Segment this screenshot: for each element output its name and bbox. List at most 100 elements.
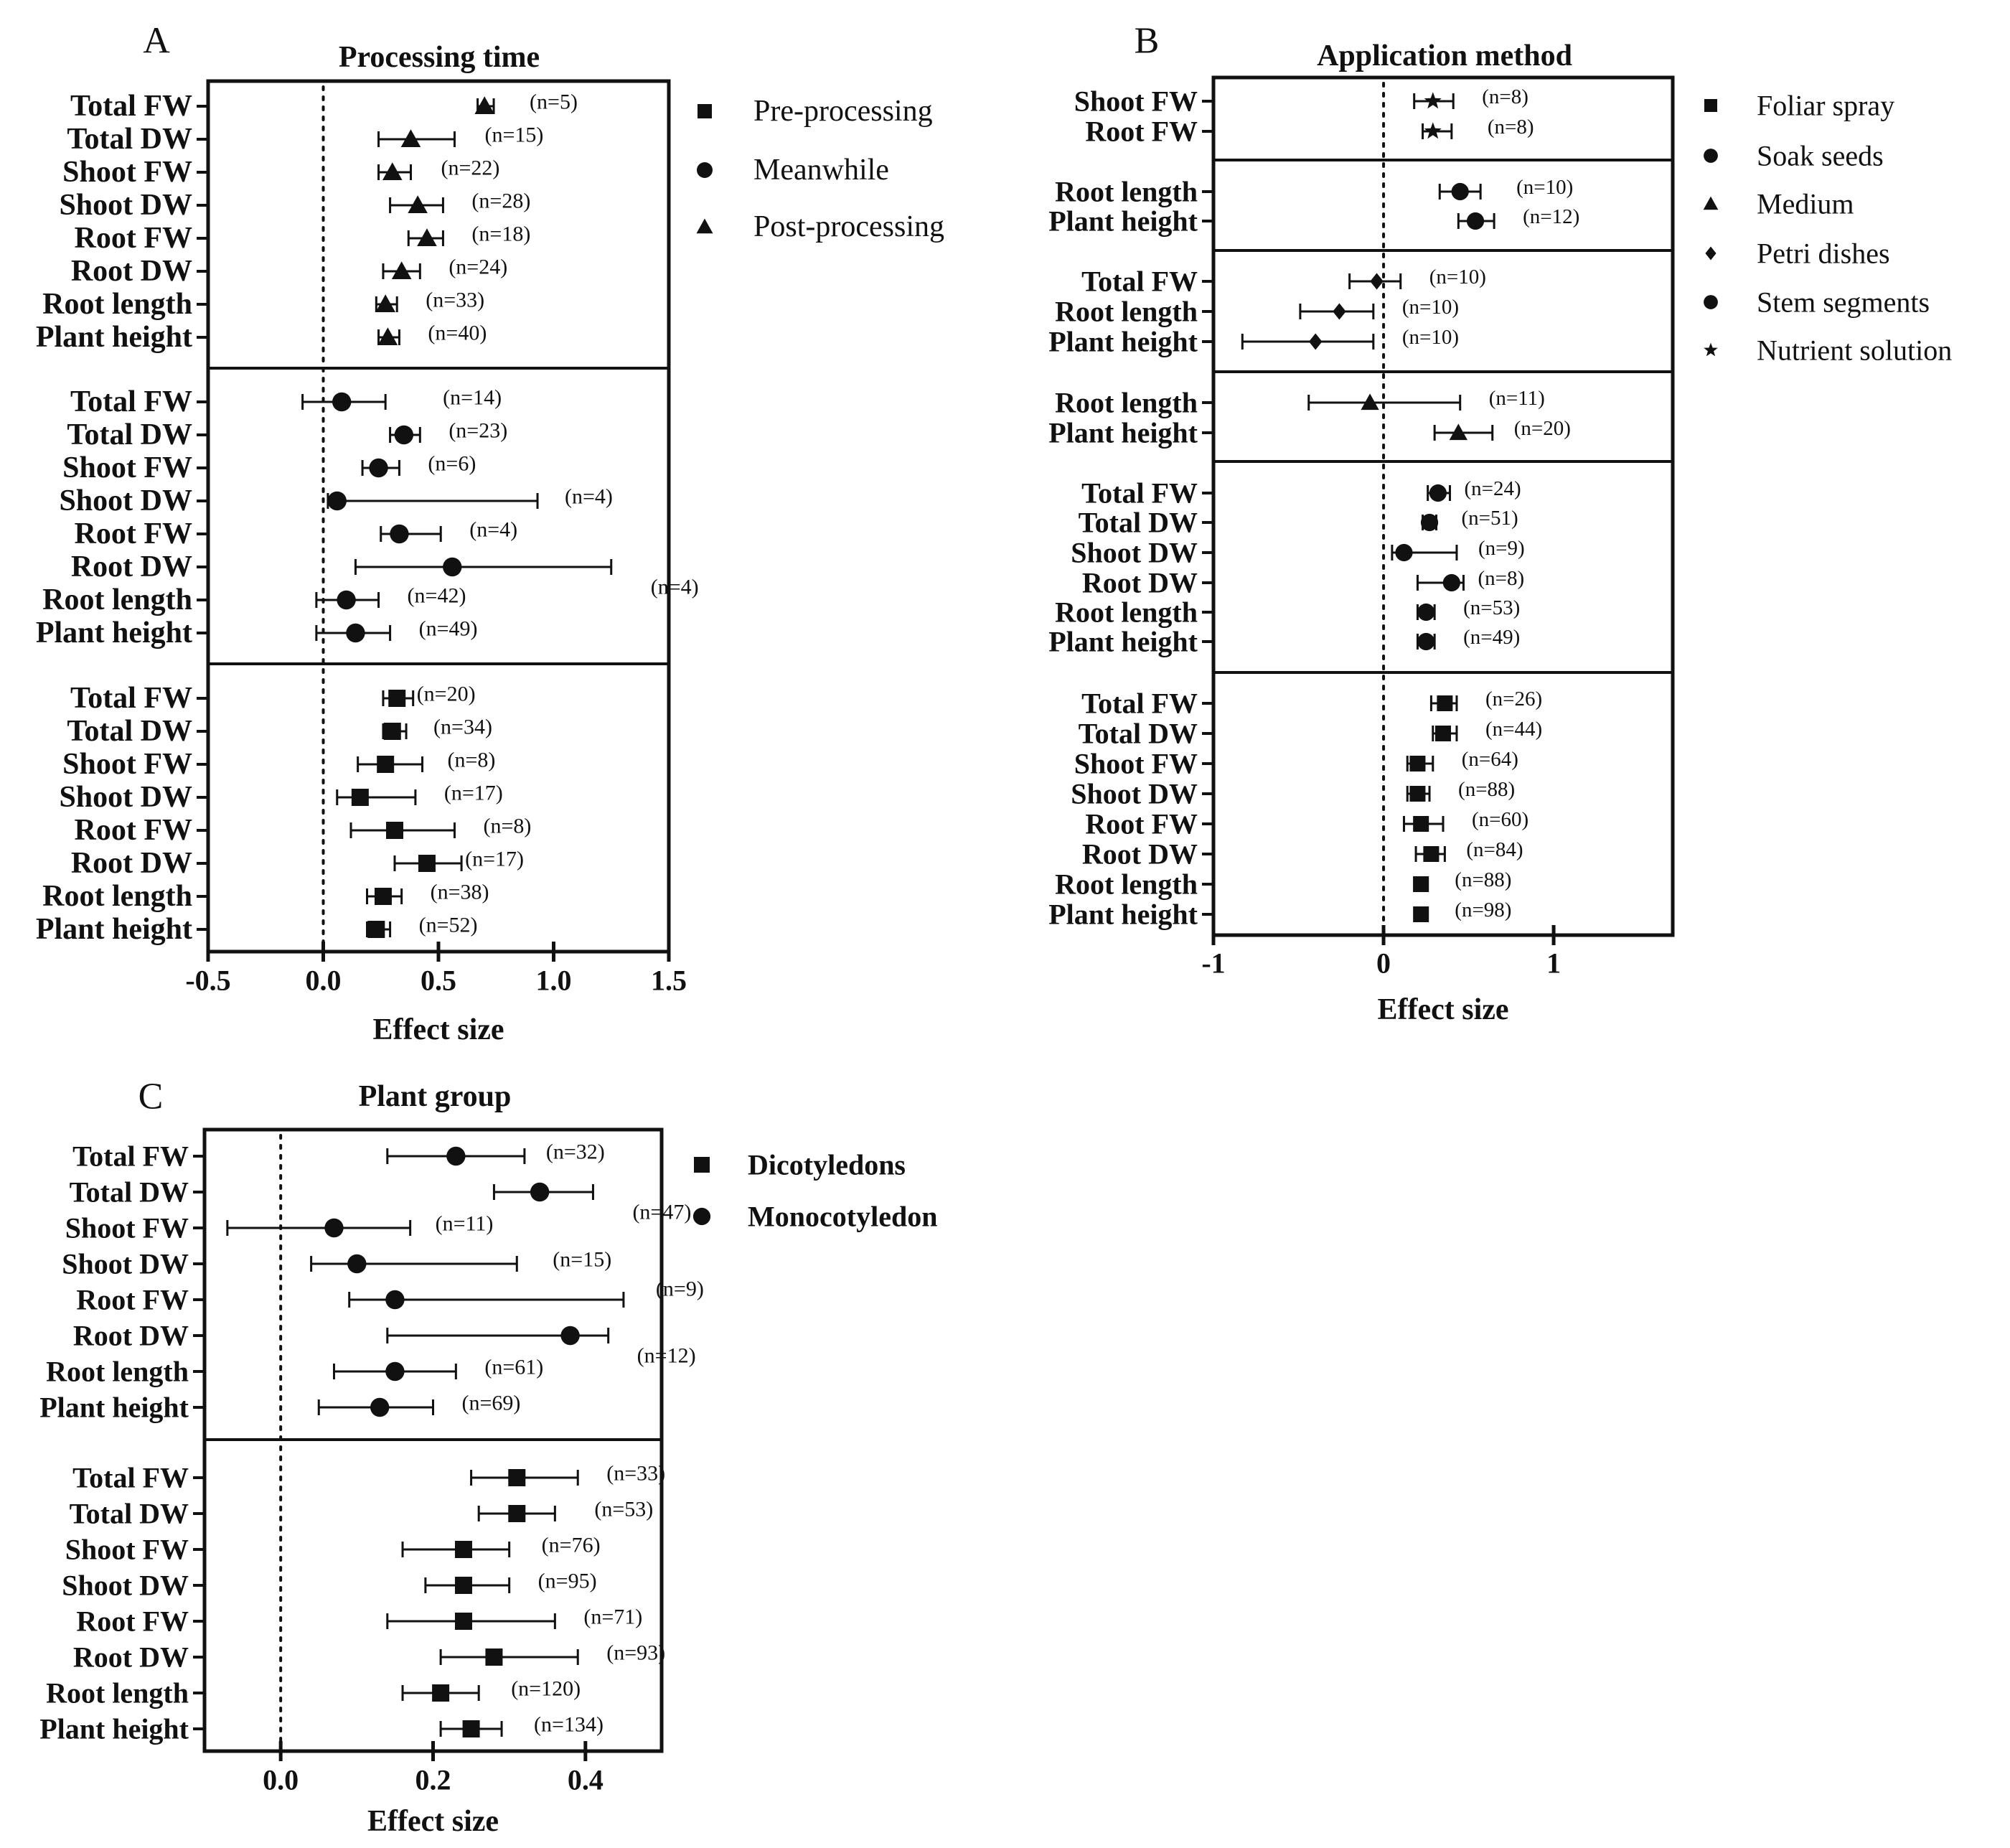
x-tick-label: 1.5: [651, 965, 687, 997]
sample-size-label: (n=10): [1516, 176, 1573, 199]
legend-marker-circle: [692, 1207, 711, 1226]
row-label: Root length: [1055, 868, 1198, 901]
plot-frame: [1211, 75, 1675, 937]
point-estimate-circle: [1417, 632, 1435, 651]
row-label: Root FW: [75, 517, 192, 550]
row-label: Root FW: [75, 222, 192, 255]
row-label: Root length: [1055, 296, 1198, 328]
row-label: Root DW: [71, 550, 192, 583]
x-tick-label: 0.4: [568, 1764, 604, 1796]
sample-size-label: (n=6): [428, 452, 476, 476]
point-estimate-circle: [1417, 603, 1435, 622]
point-estimate-star: [1424, 122, 1442, 139]
sample-size-label: (n=51): [1462, 507, 1518, 530]
point-estimate-square: [1423, 846, 1440, 862]
row-label: Plant height: [1048, 326, 1198, 358]
sample-size-label: (n=120): [511, 1677, 581, 1701]
x-axis-label: Effect size: [1377, 993, 1508, 1026]
row-label: Plant height: [36, 321, 192, 354]
point-estimate-square: [454, 1541, 472, 1558]
panel-c-plant-group: C Plant group 0.0 0.2 0.4 Effect size Total FW…: [39, 1077, 937, 1839]
point-estimate-square: [388, 690, 406, 707]
row-label: Total DW: [67, 123, 192, 156]
sample-size-label: (n=84): [1466, 838, 1523, 861]
sample-size-label: (n=98): [1455, 899, 1511, 921]
point-estimate-square: [1437, 695, 1453, 711]
sample-size-label: (n=20): [417, 683, 476, 706]
legend-label: Monocotyledon: [748, 1201, 937, 1233]
row-label: Total FW: [70, 385, 192, 418]
sample-size-label: (n=8): [1482, 85, 1528, 108]
sample-size-label: (n=40): [428, 322, 487, 345]
row-label: Plant height: [1048, 417, 1198, 449]
row-label: Total FW: [70, 682, 192, 715]
legend-marker-star: [1704, 342, 1718, 357]
sample-size-label: (n=60): [1472, 808, 1528, 831]
row-label: Total DW: [1079, 507, 1198, 539]
sample-size-label: (n=93): [606, 1641, 665, 1665]
row-label: Root length: [1055, 176, 1198, 208]
point-estimate-diamond: [1308, 333, 1323, 350]
point-estimate-circle: [560, 1326, 580, 1346]
point-estimate-circle: [530, 1182, 550, 1202]
chart-title: Plant group: [359, 1080, 512, 1113]
sample-size-label: (n=38): [431, 881, 489, 904]
sample-size-label: (n=69): [462, 1392, 521, 1415]
sample-size-label: (n=71): [583, 1605, 642, 1629]
point-estimate-circle: [1466, 212, 1485, 230]
point-estimate-circle: [370, 1397, 390, 1417]
row-label: Shoot DW: [1071, 778, 1198, 810]
sample-size-label: (n=12): [637, 1344, 696, 1368]
sample-size-label: (n=28): [471, 189, 530, 213]
sample-size-label: (n=4): [565, 485, 613, 509]
point-estimate-square: [454, 1613, 472, 1630]
panel-b-application-method: B Application method -1 0 1 Effect size Shoot …: [1048, 21, 1952, 1027]
sample-size-label: (n=5): [530, 90, 578, 114]
sample-size-label: (n=33): [426, 289, 484, 312]
point-estimate-triangle: [417, 228, 437, 247]
chart-title: Application method: [1317, 39, 1572, 72]
sample-size-label: (n=33): [606, 1462, 665, 1486]
point-estimate-circle: [1451, 182, 1469, 201]
row-label: Shoot DW: [59, 484, 192, 517]
row-label: Root length: [42, 583, 192, 616]
legend-marker-diamond: [1705, 246, 1717, 261]
point-estimate-square: [462, 1720, 480, 1737]
point-estimate-square: [386, 822, 404, 839]
row-label: Total FW: [1081, 688, 1198, 720]
row-label: Shoot FW: [62, 156, 192, 189]
row-label: Total DW: [70, 1176, 189, 1209]
point-estimate-square: [418, 855, 436, 872]
panel-a-processing-time: A Processing time -0.5 0.0 0.5 1.0 1.5 Effect s…: [36, 21, 944, 1047]
legend-marker-square: [698, 104, 712, 118]
row-label: Root DW: [71, 255, 192, 288]
legend-label: Post-processing: [753, 210, 944, 243]
legend-label: Meanwhile: [753, 154, 889, 187]
point-estimate-circle: [385, 1361, 405, 1382]
x-tick-label: 1: [1546, 947, 1561, 980]
row-label: Total FW: [70, 90, 192, 123]
row-label: Plant height: [36, 616, 192, 649]
legend-label: Nutrient solution: [1757, 334, 1952, 367]
legend-label: Stem segments: [1757, 286, 1930, 319]
row-label: Shoot FW: [62, 451, 192, 484]
row-label: Root DW: [73, 1641, 189, 1674]
sample-size-label: (n=10): [1402, 296, 1459, 319]
point-estimate-diamond: [1370, 273, 1384, 290]
row-label: Shoot FW: [1074, 85, 1198, 118]
sample-size-label: (n=15): [553, 1248, 611, 1272]
legend-label: Medium: [1757, 188, 1854, 220]
row-label: Root FW: [75, 814, 192, 847]
x-tick-label: 1.0: [536, 965, 572, 997]
x-tick-label: 0.0: [306, 965, 342, 997]
row-label: Root FW: [76, 1605, 189, 1638]
x-tick-label: 0: [1376, 947, 1391, 980]
point-estimate-square: [508, 1469, 526, 1486]
row-label: Total FW: [72, 1140, 189, 1173]
point-estimate-circle: [347, 1254, 367, 1274]
point-estimate-circle: [337, 590, 356, 610]
sample-size-label: (n=8): [1488, 116, 1534, 139]
sample-size-label: (n=26): [1485, 688, 1542, 710]
row-label: Shoot FW: [62, 748, 192, 781]
